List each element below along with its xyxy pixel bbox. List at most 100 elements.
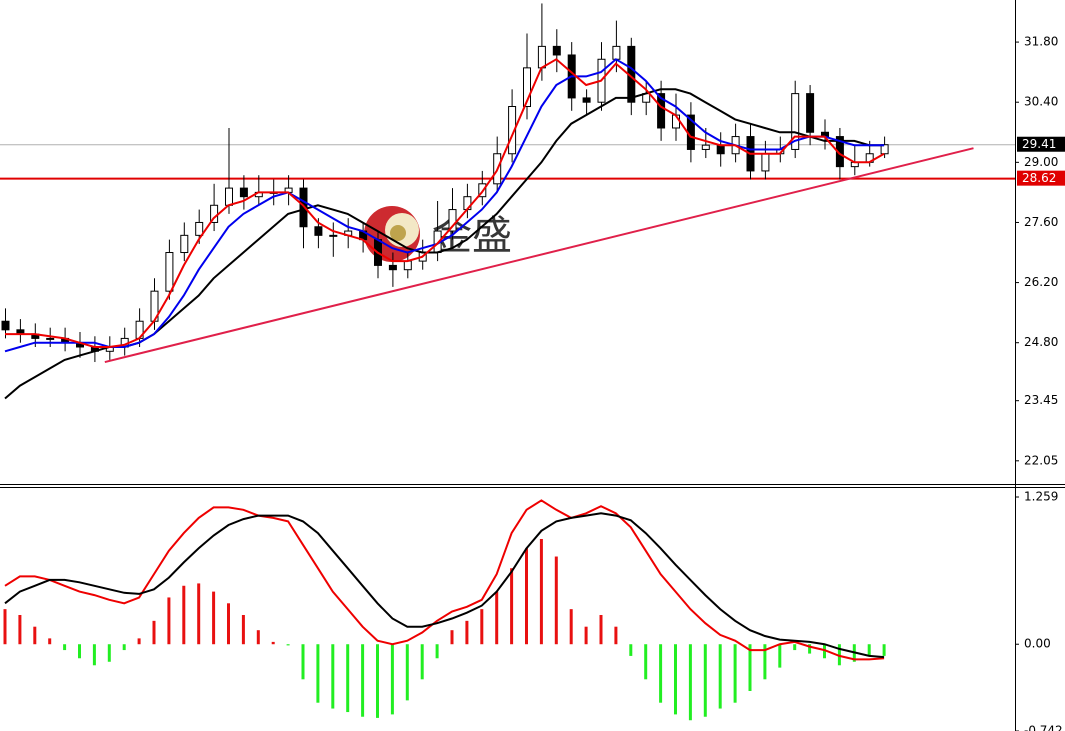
y-tick-label: 23.45: [1024, 393, 1058, 407]
histogram-bar: [63, 644, 67, 651]
histogram-bar: [644, 644, 648, 680]
histogram-bar: [227, 603, 230, 645]
candle-body: [537, 45, 546, 69]
y-tick-label: 24.80: [1024, 335, 1058, 349]
macd-line: [4, 512, 885, 659]
histogram-bar: [182, 585, 186, 645]
histogram-bar: [569, 609, 573, 645]
candle-body: [329, 234, 338, 237]
candle-body: [388, 264, 397, 271]
histogram-bar: [167, 597, 171, 645]
histogram-bar: [808, 644, 812, 654]
histogram-bar: [837, 644, 841, 666]
candle-body: [552, 45, 561, 56]
candle-body: [1, 320, 10, 331]
histogram-bar: [122, 644, 126, 651]
candle-body: [403, 260, 412, 271]
histogram-bar: [361, 644, 365, 717]
y-tick-label: 30.40: [1024, 95, 1058, 109]
histogram-bar: [331, 644, 335, 709]
histogram-bar: [510, 568, 514, 645]
histogram-bar: [465, 620, 469, 645]
y-tick-label: 31.80: [1024, 35, 1058, 49]
candle-body: [239, 187, 248, 198]
y-tick-label: 26.20: [1024, 275, 1058, 289]
histogram-bar: [271, 641, 275, 645]
candle-body: [582, 97, 591, 103]
candle-body: [448, 209, 457, 232]
histogram-bar: [733, 644, 737, 703]
histogram-bar: [137, 638, 141, 645]
histogram-bar: [405, 644, 409, 701]
histogram-bar: [420, 644, 424, 680]
histogram-bar: [867, 644, 871, 656]
candle-body: [612, 45, 621, 60]
price-label: 29.41: [1022, 137, 1056, 151]
candle-body: [761, 153, 770, 172]
candle-body: [791, 93, 800, 150]
candle-body: [165, 252, 174, 292]
plot: [0, 3, 1015, 400]
histogram-bar: [703, 644, 707, 717]
candle-body: [523, 67, 531, 108]
candle-body: [180, 234, 189, 254]
y-tick-label: 22.05: [1024, 453, 1058, 467]
histogram-bar: [614, 626, 618, 645]
histogram-bar: [197, 583, 201, 645]
histogram-bar: [748, 644, 752, 692]
y-tick-label: 1.259: [1024, 490, 1058, 504]
histogram-bar: [212, 591, 216, 645]
histogram-bar: [376, 644, 379, 718]
histogram-bar: [301, 644, 305, 680]
histogram-bar: [629, 644, 633, 656]
histogram-bar: [539, 538, 543, 645]
candle-body: [314, 226, 323, 236]
candle-body: [508, 106, 517, 155]
histogram-bar: [241, 614, 245, 645]
price-label-box: [1017, 136, 1065, 152]
price-label-box: [1017, 170, 1065, 186]
histogram-bar: [18, 614, 22, 645]
histogram-bar: [316, 644, 320, 703]
histogram-bar: [435, 644, 439, 659]
histogram-bar: [495, 591, 499, 645]
histogram-bar: [554, 556, 558, 645]
histogram-bar: [674, 644, 677, 715]
histogram-bar: [584, 626, 588, 645]
histogram-bar: [286, 644, 290, 646]
histogram-bar: [480, 609, 484, 645]
watermark-logo: [390, 225, 406, 241]
histogram-bar: [882, 644, 886, 656]
histogram-bar: [688, 644, 692, 721]
histogram-bar: [346, 644, 350, 713]
histogram-bar: [763, 644, 767, 680]
trendline: [104, 147, 974, 364]
candle-body: [701, 144, 710, 150]
histogram-bar: [525, 548, 528, 645]
candle-body: [806, 93, 815, 133]
histogram-bar: [256, 630, 260, 645]
histogram-bar: [450, 630, 454, 645]
candle-body: [657, 93, 666, 129]
histogram-bar: [3, 609, 7, 645]
moving-average: [5, 58, 885, 348]
price-label: 28.62: [1022, 171, 1056, 185]
candle-body: [716, 144, 725, 155]
histogram-bar: [92, 644, 96, 666]
candle-body: [195, 221, 204, 236]
histogram-bar: [659, 644, 663, 703]
y-tick-label: 29.00: [1024, 155, 1058, 169]
histogram-bar: [718, 644, 722, 709]
y-tick-label: -0.742: [1024, 724, 1063, 731]
y-tick-label: 27.60: [1024, 215, 1058, 229]
candle-body: [225, 187, 233, 206]
histogram-bar: [33, 626, 37, 645]
macd-line: [4, 499, 885, 661]
candle-body: [880, 144, 889, 155]
histogram-bar: [823, 644, 826, 659]
histogram-bar: [48, 638, 52, 645]
candle-body: [46, 337, 55, 340]
